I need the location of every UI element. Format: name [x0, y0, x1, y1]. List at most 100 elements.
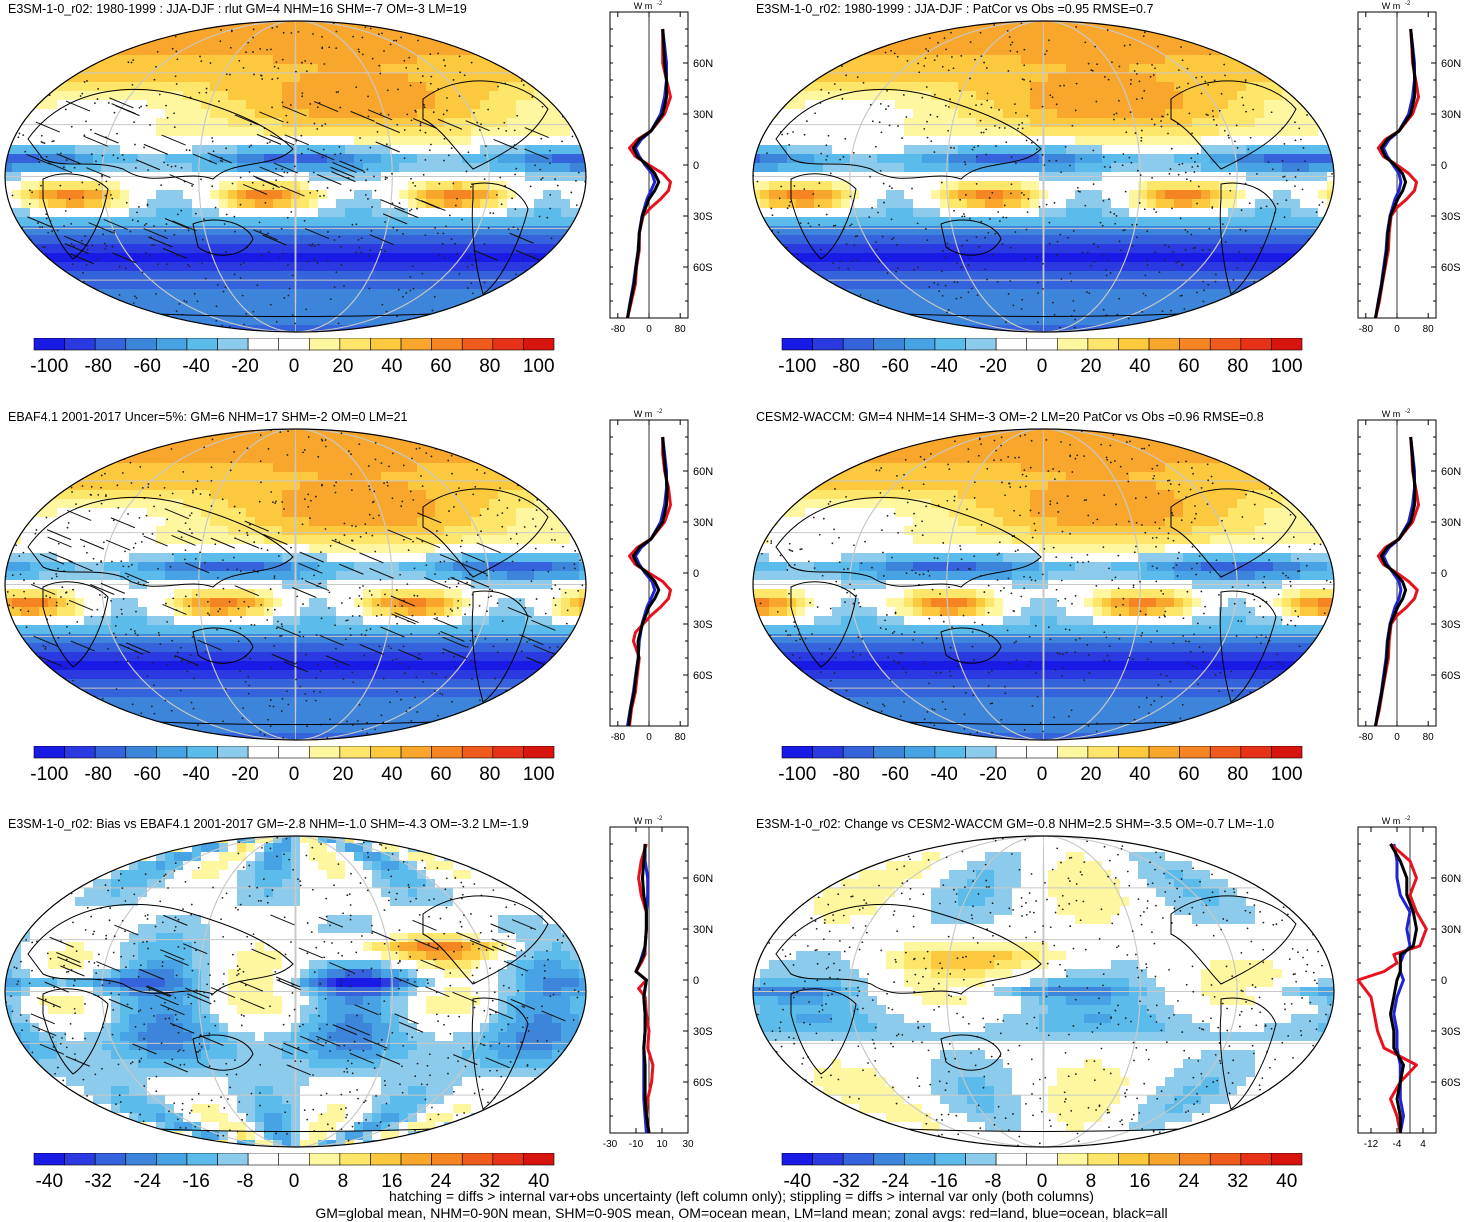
zonal-x-tick-label: 80 — [675, 732, 687, 743]
colorbar-label: 80 — [479, 764, 500, 785]
colorbar-label: 80 — [479, 356, 500, 377]
colorbar-swatch — [966, 746, 997, 758]
panel-title: CESM2-WACCM: GM=4 NHM=14 SHM=-3 OM=-2 LM… — [756, 410, 1264, 424]
map-panel — [3, 834, 588, 1149]
zonal-unit-sup: -2 — [657, 816, 663, 822]
colorbar-swatch — [95, 338, 126, 350]
colorbar-swatch — [401, 1153, 432, 1165]
lat-tick-label: 60N — [1441, 466, 1461, 478]
colorbar-swatch — [34, 746, 65, 758]
colorbar-label: -20 — [979, 356, 1006, 377]
colorbar-swatch — [843, 746, 874, 758]
zonal-curve-land — [1358, 844, 1426, 1133]
zonal-unit: W m — [1382, 1, 1401, 11]
zonal-unit-sup: -2 — [1405, 816, 1411, 822]
colorbar-swatch — [1241, 338, 1272, 350]
colorbar-label: 80 — [1227, 764, 1248, 785]
lat-tick-label: 60S — [1441, 670, 1461, 682]
colorbar-swatch — [65, 746, 96, 758]
colorbar-label: 40 — [381, 356, 402, 377]
colorbar-label: 40 — [1129, 356, 1150, 377]
zonal-x-tick-label: 10 — [656, 1139, 668, 1150]
zonal-x-tick-label: 80 — [675, 324, 687, 335]
colorbar-swatch — [523, 1153, 554, 1165]
colorbar-swatch — [843, 338, 874, 350]
colorbar-swatch — [95, 1153, 126, 1165]
colorbar-swatch — [1271, 746, 1302, 758]
zonal-x-tick-label: -80 — [611, 732, 626, 743]
colorbar-swatch — [370, 746, 401, 758]
colorbar-swatch — [874, 746, 905, 758]
zonal-x-tick-label: -80 — [611, 324, 626, 335]
panel-title: E3SM-1-0_r02: Bias vs EBAF4.1 2001-2017 … — [8, 817, 529, 831]
colorbar-swatch — [248, 746, 279, 758]
lat-tick-label: 60S — [693, 1077, 713, 1089]
lat-tick-label: 30N — [1441, 924, 1461, 936]
colorbar-swatch — [1149, 1153, 1180, 1165]
colorbar-swatch — [309, 746, 340, 758]
zonal-x-tick-label: 0 — [646, 732, 652, 743]
colorbar-swatch — [187, 1153, 218, 1165]
colorbar-swatch — [493, 746, 524, 758]
colorbar-label: -100 — [31, 764, 68, 785]
colorbar-swatch — [996, 1153, 1027, 1165]
colorbar-swatch — [874, 338, 905, 350]
colorbar-swatch — [1088, 1153, 1119, 1165]
colorbar-swatch — [1271, 1153, 1302, 1165]
colorbar-swatch — [218, 1153, 249, 1165]
zonal-x-tick-label: 0 — [1394, 324, 1400, 335]
colorbar-swatch — [248, 1153, 279, 1165]
colorbar-label: -40 — [930, 764, 957, 785]
colorbar-label: -100 — [31, 356, 68, 377]
colorbar-swatch — [462, 338, 493, 350]
colorbar-swatch — [126, 746, 157, 758]
footer-line-1: hatching = diffs > internal var+obs unce… — [0, 1188, 1483, 1205]
zonal-x-tick-label: -80 — [1359, 732, 1374, 743]
colorbar-swatch — [1241, 1153, 1272, 1165]
colorbar-label: -60 — [133, 764, 160, 785]
colorbar-swatch — [523, 746, 554, 758]
lat-tick-label: 30S — [693, 619, 713, 631]
colorbar-swatch — [279, 746, 310, 758]
zonal-unit: W m — [634, 409, 653, 419]
colorbar-swatch — [248, 338, 279, 350]
lat-tick-label: 30N — [1441, 109, 1461, 121]
colorbar-swatch — [370, 1153, 401, 1165]
colorbar-swatch — [34, 338, 65, 350]
panel-title: E3SM-1-0_r02: 1980-1999 : JJA-DJF : rlut… — [8, 2, 467, 16]
colorbar-swatch — [523, 338, 554, 350]
colorbar-swatch — [279, 338, 310, 350]
zonal-unit: W m — [634, 1, 653, 11]
colorbar-label: 80 — [1227, 356, 1248, 377]
lat-tick-label: 0 — [693, 975, 699, 987]
colorbar-swatch — [432, 1153, 463, 1165]
lat-tick-label: 60N — [1441, 873, 1461, 885]
lat-tick-label: 30N — [693, 517, 713, 529]
panel-title: E3SM-1-0_r02: Change vs CESM2-WACCM GM=-… — [756, 817, 1274, 831]
colorbar-swatch — [1210, 338, 1241, 350]
colorbar-label: 60 — [1178, 356, 1199, 377]
lat-tick-label: 30N — [693, 109, 713, 121]
colorbar-label: 40 — [1129, 764, 1150, 785]
colorbar-label: 20 — [1080, 356, 1101, 377]
colorbar-label: -20 — [979, 764, 1006, 785]
colorbar-swatch — [156, 1153, 187, 1165]
colorbar-swatch — [935, 338, 966, 350]
colorbar-swatch — [782, 746, 813, 758]
colorbar-swatch — [1088, 338, 1119, 350]
colorbar-label: -40 — [930, 356, 957, 377]
map-panel — [3, 19, 588, 334]
colorbar-swatch — [843, 1153, 874, 1165]
colorbar-swatch — [813, 746, 844, 758]
zonal-unit: W m — [1382, 816, 1401, 826]
zonal-unit: W m — [634, 816, 653, 826]
colorbar-swatch — [813, 338, 844, 350]
zonal-unit-sup: -2 — [657, 1, 663, 7]
colorbar-swatch — [218, 746, 249, 758]
lat-tick-label: 0 — [1441, 160, 1447, 172]
colorbar-swatch — [340, 746, 371, 758]
